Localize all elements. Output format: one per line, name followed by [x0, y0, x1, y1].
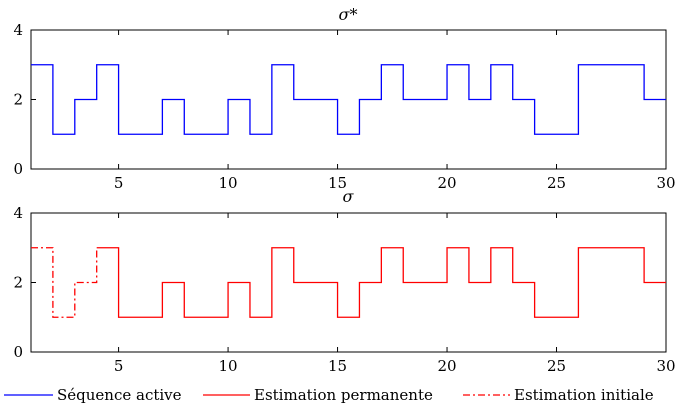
series-line-estimation-permanente: [96, 247, 666, 318]
y-tick-label: 4: [13, 204, 23, 222]
legend: Séquence active Estimation permanente Es…: [4, 386, 654, 404]
legend-item-initial-estimation: Estimation initiale: [463, 386, 654, 404]
legend-label: Séquence active: [57, 386, 182, 404]
axis-ticks: 5 10 15 20 25 30 0 2 4: [13, 204, 675, 375]
y-tick-label: 4: [13, 21, 23, 39]
x-tick-label: 5: [114, 357, 124, 375]
x-tick-label: 20: [437, 357, 456, 375]
x-tick-label: 25: [547, 357, 566, 375]
legend-item-active-sequence: Séquence active: [4, 386, 182, 404]
legend-item-permanent-estimation: Estimation permanente: [203, 386, 433, 404]
x-tick-label: 25: [547, 174, 566, 192]
series-group: [31, 247, 666, 318]
x-tick-label: 30: [656, 357, 675, 375]
series-group: [31, 64, 666, 135]
series-line-s-quence-active: [31, 64, 666, 135]
x-tick-label: 15: [328, 357, 347, 375]
x-tick-label: 5: [114, 174, 124, 192]
y-tick-label: 0: [13, 343, 23, 361]
axis-ticks: 5 10 15 20 25 30 0 2 4: [13, 21, 675, 192]
plot-area: [30, 29, 667, 170]
chart-title: σ*: [339, 5, 358, 24]
y-tick-label: 2: [13, 91, 23, 109]
x-tick-label: 15: [328, 174, 347, 192]
series-line-estimation-initiale: [31, 247, 98, 318]
x-tick-label: 30: [656, 174, 675, 192]
legend-label: Estimation initiale: [514, 386, 654, 404]
x-tick-label: 10: [219, 357, 238, 375]
chart-title: σ: [343, 187, 355, 206]
plot-area: [30, 212, 667, 353]
chart-panel-sigma-star: σ* 5 10 15 20 25 30 0 2 4: [13, 5, 675, 192]
x-tick-label: 10: [219, 174, 238, 192]
chart-panel-sigma: σ 5 10 15 20 25 30 0 2 4: [13, 187, 675, 375]
y-tick-label: 0: [13, 160, 23, 178]
legend-label: Estimation permanente: [254, 386, 433, 404]
x-tick-label: 20: [437, 174, 456, 192]
y-tick-label: 2: [13, 274, 23, 292]
